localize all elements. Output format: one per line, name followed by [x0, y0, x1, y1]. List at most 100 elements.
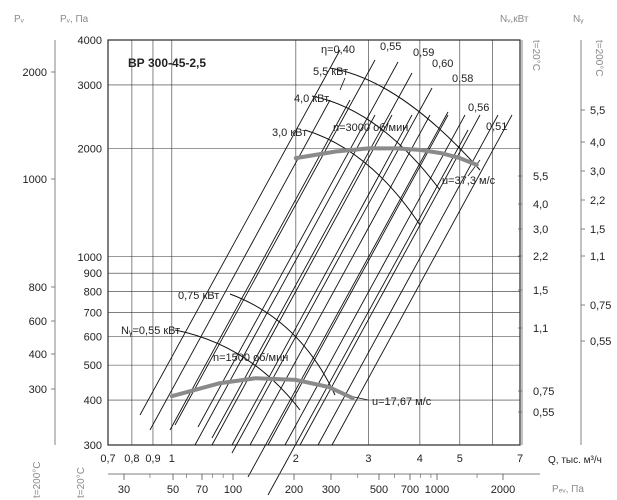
x-tick-label: 5 — [457, 453, 463, 465]
efficiency-ray-upper — [174, 59, 376, 426]
x-tick-label: 3 — [365, 453, 371, 465]
left-outer-tick-label: 300 — [29, 384, 47, 396]
y-tick-label: 2000 — [78, 143, 102, 155]
efficiency-ray — [149, 99, 331, 431]
right-inner-axis-label: Nᵥ,кВт — [500, 14, 529, 25]
efficiency-label-060: 0,60 — [432, 58, 453, 70]
power-curves — [174, 67, 481, 411]
left-outer-axis-label: Pᵥ — [14, 14, 25, 25]
speed-label-17-67: u=17,67 м/с — [372, 396, 432, 408]
efficiency-ray — [267, 114, 449, 446]
series-lines — [169, 146, 479, 401]
efficiency-ray-upper — [197, 61, 399, 428]
bottom-tick-label: 50 — [167, 484, 179, 496]
power-curve — [329, 67, 481, 171]
chart-title: ВР 300-45-2,5 — [128, 56, 206, 70]
right-outer-tick-label: 0,55 — [590, 336, 611, 348]
efficiency-ray — [284, 114, 466, 446]
bottom-tick-label: 100 — [224, 484, 242, 496]
temp-left-bottom-label: t=200°C — [32, 461, 43, 498]
leader-line — [339, 77, 346, 91]
right-inner-tick-label: 5,5 — [533, 171, 548, 183]
temp-left-bottom2-label: t=20°C — [76, 467, 87, 498]
power-label-3-0: 3,0 кВт — [272, 127, 307, 139]
x-tick-label: 0,9 — [145, 453, 160, 465]
right-inner-tick-label: 2,2 — [533, 251, 548, 263]
efficiency-label-051: 0,51 — [486, 121, 507, 133]
power-curve — [229, 293, 336, 396]
x-tick-label: 0,7 — [100, 453, 115, 465]
power-curve — [174, 329, 301, 411]
efficiency-ray — [331, 114, 513, 446]
power-label-0-75: 0,75 кВт — [178, 290, 219, 302]
efficiency-label-059: 0,59 — [413, 47, 434, 59]
y-tick-label: 3000 — [78, 80, 102, 92]
bottom-tick-label: 500 — [370, 484, 388, 496]
y-tick-label: 4000 — [78, 35, 102, 47]
right-inner-tick-label: 3,0 — [533, 224, 548, 236]
right-outer-tick-label: 3,0 — [590, 166, 605, 178]
series-line-1 — [169, 376, 355, 401]
bottom-tick-label: 1000 — [425, 484, 449, 496]
efficiency-label-056: 0,56 — [468, 102, 489, 114]
speed-label-37-3: u=37,3 м/с — [442, 175, 496, 187]
temp-right-inner-label: t=20°C — [530, 40, 541, 71]
efficiency-ray — [231, 114, 413, 446]
efficiency-ray — [299, 114, 481, 446]
grid — [107, 39, 521, 446]
temp-right-outer-label: t=200°C — [593, 40, 604, 77]
bottom-tick-label: 2000 — [491, 484, 515, 496]
right-outer-tick-label: 4,0 — [590, 137, 605, 149]
bottom-tick-label: 70 — [196, 484, 208, 496]
efficiency-ray-upper — [139, 49, 341, 416]
y-tick-label: 800 — [84, 287, 102, 299]
y-tick-label: 900 — [84, 268, 102, 280]
efficiency-ray-upper — [267, 129, 469, 496]
efficiency-label-055: 0,55 — [380, 41, 401, 53]
y-tick-label: 300 — [84, 440, 102, 452]
x-axis-label: Q, тыс. м³/ч — [548, 455, 602, 466]
leader-line — [467, 159, 481, 177]
power-curve — [311, 95, 441, 191]
power-label-0-55: Nᵧ=0,55 кВт — [121, 325, 180, 337]
left-outer-tick-label: 400 — [29, 349, 47, 361]
efficiency-ray — [317, 114, 499, 446]
efficiency-label-058: 0,58 — [452, 73, 473, 85]
x-tick-label: 7 — [517, 453, 523, 465]
power-curve — [304, 129, 421, 226]
efficiency-ray — [194, 114, 376, 446]
right-inner-tick-label: 1,5 — [533, 285, 548, 297]
right-outer-axis-label: Nᵧ — [573, 14, 584, 25]
efficiency-label-040: η=0,40 — [321, 44, 355, 56]
series-label-3000: n=3000 об/мин — [333, 122, 408, 134]
right-inner-tick-label: 1,1 — [533, 323, 548, 335]
bottom-axis-label: Pₑᵥ, Па — [552, 484, 584, 495]
efficiency-ray — [249, 114, 431, 446]
series-label-1500: n=1500 об/мин — [213, 352, 288, 364]
bottom-tick-label: 700 — [401, 484, 419, 496]
left-main-axis-label: Pᵥ, Па — [60, 14, 89, 25]
y-tick-label: 500 — [84, 360, 102, 372]
right-inner-tick-label: 0,55 — [533, 407, 554, 419]
bottom-tick-label: 300 — [322, 484, 340, 496]
right-outer-tick-label: 1,5 — [590, 224, 605, 236]
y-tick-label: 400 — [84, 395, 102, 407]
x-tick-label: 1 — [169, 453, 175, 465]
right-outer-tick-label: 0,75 — [590, 300, 611, 312]
bottom-tick-label: 200 — [285, 484, 303, 496]
power-label-4-0: 4,0 кВт — [294, 93, 329, 105]
right-inner-tick-label: 4,0 — [533, 199, 548, 211]
efficiency-ray — [211, 114, 393, 446]
left-outer-tick-label: 2000 — [23, 67, 47, 79]
y-tick-label: 600 — [84, 332, 102, 344]
efficiency-lines — [139, 49, 513, 496]
right-outer-tick-label: 5,5 — [590, 105, 605, 117]
right-outer-tick-label: 1,1 — [590, 251, 605, 263]
x-tick-label: 4 — [417, 453, 423, 465]
axis-ticks: 0,7 0,8 0,9 1 2 3 4 5 74000300020001000900800700… — [23, 35, 612, 496]
x-tick-label: 2 — [293, 453, 299, 465]
power-label-5-5: 5,5 кВт — [313, 66, 348, 78]
x-tick-label: 0,8 — [124, 453, 139, 465]
